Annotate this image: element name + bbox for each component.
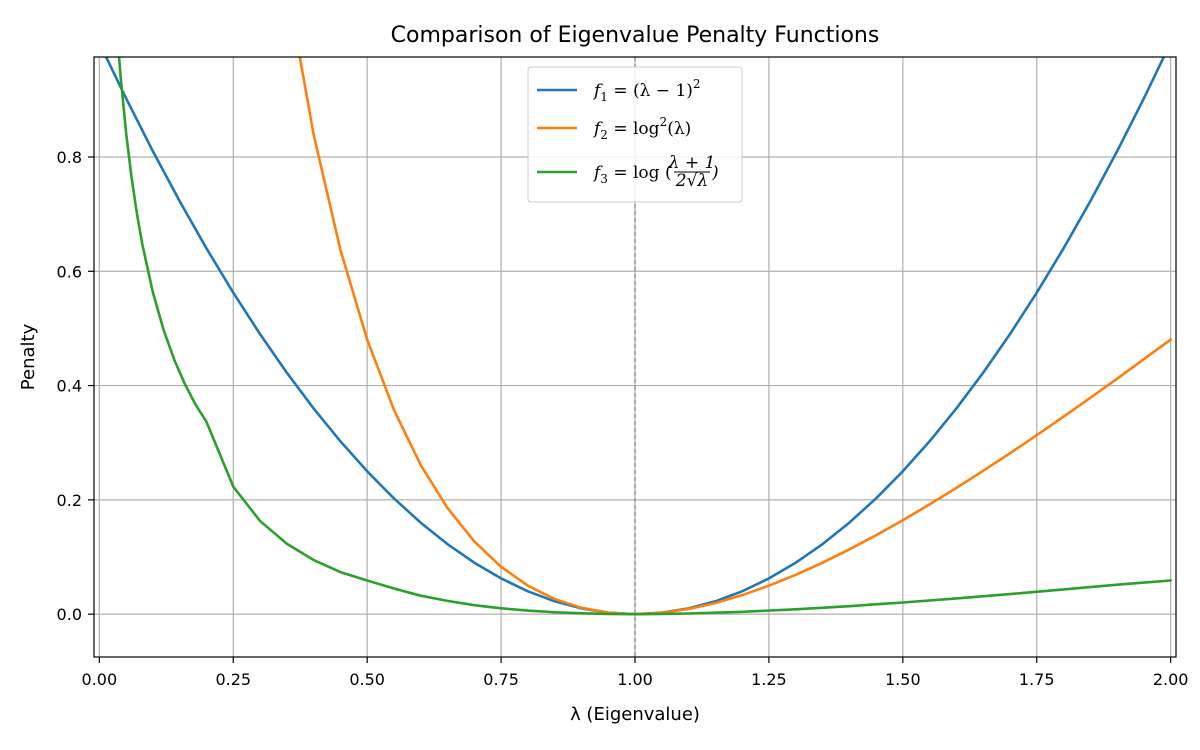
series-line-f2	[298, 57, 1172, 616]
plot-area	[104, 57, 1172, 616]
x-tick-label: 0.75	[483, 670, 519, 689]
legend-label-f2: f2 = log2(λ)	[592, 115, 691, 142]
legend-label-f3: f3 = log (	[592, 163, 672, 186]
x-tick-label: 1.50	[885, 670, 921, 689]
x-tick-label: 0.00	[82, 670, 118, 689]
legend-frac-num: λ + 1	[668, 153, 716, 173]
y-tick-label: 0.2	[57, 491, 82, 510]
y-tick-label: 0.8	[57, 148, 82, 167]
x-tick-label: 2.00	[1153, 670, 1189, 689]
x-tick-label: 0.25	[215, 670, 251, 689]
chart-title: Comparison of Eigenvalue Penalty Functio…	[391, 23, 880, 48]
y-axis-title: Penalty	[18, 323, 39, 390]
legend: f1 = (λ − 1)2 f2 = log2(λ) f3 = log ( λ + …	[527, 66, 743, 203]
legend-frac-den: 2√λ	[675, 171, 708, 191]
x-tick-label: 1.25	[751, 670, 787, 689]
x-tick-label: 0.50	[349, 670, 385, 689]
x-tick-label: 1.75	[1019, 670, 1055, 689]
x-axis-ticks: 0.00 0.25 0.50 0.75 1.00 1.25 1.50 1.75 2.00	[82, 657, 1189, 689]
x-axis-title: λ (Eigenvalue)	[570, 704, 700, 725]
y-tick-label: 0.6	[57, 262, 82, 281]
y-tick-label: 0.4	[57, 377, 82, 396]
legend-paren-close: )	[711, 163, 719, 183]
y-tick-label: 0.0	[57, 605, 82, 624]
legend-label-f1: f1 = (λ − 1)2	[592, 77, 701, 104]
series-line-f3	[117, 57, 1172, 616]
y-axis-ticks: 0.0 0.2 0.4 0.6 0.8	[57, 148, 94, 624]
legend-box	[527, 66, 743, 203]
x-tick-label: 1.00	[617, 670, 653, 689]
